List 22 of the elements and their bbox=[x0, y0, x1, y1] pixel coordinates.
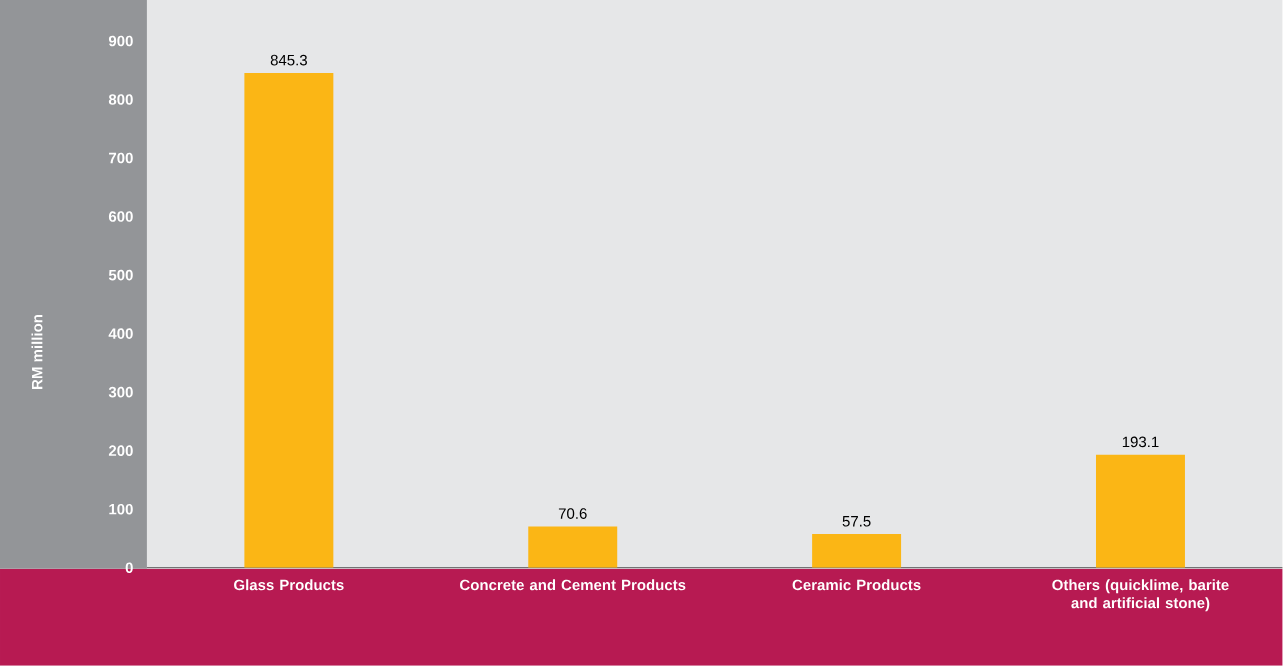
y-axis-title: RM million bbox=[31, 315, 43, 390]
data-label: 193.1 bbox=[1122, 436, 1159, 448]
y-tick-label: 800 bbox=[108, 94, 133, 105]
y-tick-label: 100 bbox=[109, 504, 133, 515]
y-tick-label: 400 bbox=[108, 328, 133, 340]
y-tick-label: 500 bbox=[108, 269, 133, 281]
x-tick-label: Ceramic Products bbox=[792, 579, 921, 591]
bar bbox=[528, 526, 618, 568]
y-tick-label: 300 bbox=[108, 386, 133, 398]
bar bbox=[1095, 454, 1185, 568]
x-tick-label: Glass Products bbox=[234, 579, 344, 591]
bar bbox=[244, 73, 334, 568]
y-tick-label: 200 bbox=[108, 445, 133, 457]
x-tick-label: Concrete and Cement Products bbox=[460, 579, 686, 591]
y-tick-label: 600 bbox=[108, 211, 133, 223]
y-tick-label: 700 bbox=[109, 152, 133, 164]
x-tick-label: Others (quicklime, barite and artificial stone) bbox=[1052, 579, 1229, 612]
data-label: 57.5 bbox=[842, 516, 871, 527]
bar bbox=[812, 534, 902, 568]
data-label: 845.3 bbox=[270, 55, 307, 66]
data-label: 70.6 bbox=[558, 508, 587, 520]
y-tick-label: 900 bbox=[108, 35, 133, 47]
